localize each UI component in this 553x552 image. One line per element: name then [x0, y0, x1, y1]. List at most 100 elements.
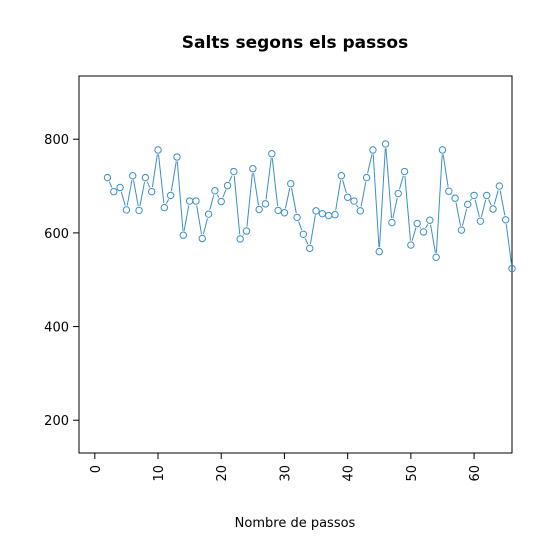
data-point — [438, 146, 447, 154]
series-segment — [419, 226, 422, 229]
data-point — [293, 213, 301, 222]
x-tick-label: 40 — [342, 465, 357, 482]
data-point — [154, 146, 162, 154]
data-point — [185, 197, 194, 205]
series-segment — [151, 154, 158, 188]
series-segment — [435, 154, 443, 253]
series-segment — [488, 199, 492, 206]
data-point — [337, 172, 346, 180]
data-point — [287, 180, 295, 188]
series-segment — [222, 189, 227, 198]
data-point — [223, 181, 232, 190]
data-point — [268, 150, 276, 158]
data-point — [501, 216, 510, 224]
data-point — [432, 253, 440, 261]
series-segment — [146, 181, 151, 188]
series-segment — [480, 199, 487, 217]
y-tick-label: 600 — [44, 227, 69, 242]
series-segment — [398, 175, 404, 190]
data-point — [110, 187, 118, 196]
series-segment — [335, 180, 342, 211]
series-segment — [170, 161, 177, 192]
series-segment — [120, 191, 126, 206]
series-segment — [228, 175, 233, 182]
data-point — [419, 228, 428, 236]
data-point — [173, 153, 181, 161]
data-point — [204, 210, 213, 218]
data-point — [299, 230, 308, 238]
series-segment — [430, 224, 436, 253]
data-point — [312, 207, 320, 215]
x-tick-label: 10 — [152, 465, 167, 482]
data-point — [369, 146, 377, 154]
data-point — [135, 206, 143, 215]
series-segment — [242, 234, 245, 236]
data-point — [457, 226, 466, 234]
data-point — [236, 235, 244, 243]
series-segment — [202, 218, 208, 235]
series-segment — [209, 194, 215, 210]
series-segment — [392, 197, 398, 219]
x-tick-label: 0 — [89, 465, 104, 473]
x-tick-label: 60 — [468, 465, 483, 482]
data-point — [388, 218, 396, 227]
series-segment — [246, 173, 253, 227]
series-segment — [183, 205, 190, 231]
series-segment — [355, 204, 359, 208]
data-point — [343, 193, 352, 201]
data-point — [103, 173, 112, 182]
series-segment — [304, 238, 309, 245]
series-segment — [253, 173, 259, 206]
data-point — [249, 165, 257, 173]
data-point — [451, 194, 459, 202]
data-point — [217, 197, 225, 206]
data-point — [141, 173, 150, 182]
series-segment — [108, 181, 113, 188]
series-segment — [284, 188, 291, 209]
data-point — [324, 211, 333, 220]
series-segment — [165, 199, 170, 204]
data-point — [400, 167, 409, 176]
data-point — [230, 167, 238, 176]
data-point — [356, 207, 364, 215]
data-point — [426, 216, 434, 224]
data-point — [483, 191, 491, 200]
data-point — [362, 173, 371, 182]
data-point — [407, 241, 415, 249]
series-segment — [139, 181, 146, 207]
data-point — [274, 206, 282, 215]
series-segment — [271, 158, 279, 206]
data-point — [375, 247, 383, 256]
series-segment — [385, 148, 393, 219]
series-segment — [176, 161, 184, 231]
y-axis: 200 400 600 800 — [44, 133, 79, 429]
y-tick-label: 400 — [44, 321, 69, 336]
data-point — [147, 187, 156, 196]
series-segment — [469, 198, 472, 201]
y-tick-label: 200 — [44, 414, 69, 429]
data-point — [198, 234, 206, 243]
x-tick-label: 20 — [215, 465, 230, 482]
data-point — [242, 227, 251, 235]
series-segment — [158, 154, 165, 204]
data-point — [192, 197, 200, 205]
series-segment — [411, 227, 417, 241]
data-point — [470, 191, 478, 200]
x-axis: 0 10 20 30 40 50 60 — [89, 453, 483, 482]
y-tick-label: 800 — [44, 133, 69, 148]
series-segment — [499, 190, 506, 216]
data-point — [160, 203, 169, 212]
data-point — [381, 140, 390, 148]
data-point — [122, 206, 131, 214]
data-point — [350, 197, 358, 205]
data-point — [476, 217, 485, 225]
series-segment — [379, 148, 386, 248]
series-layer — [103, 140, 516, 273]
data-point — [261, 200, 270, 208]
data-point — [413, 219, 421, 228]
data-point — [179, 231, 187, 239]
series-segment — [493, 190, 499, 205]
data-point — [489, 205, 497, 213]
data-point — [318, 209, 327, 218]
